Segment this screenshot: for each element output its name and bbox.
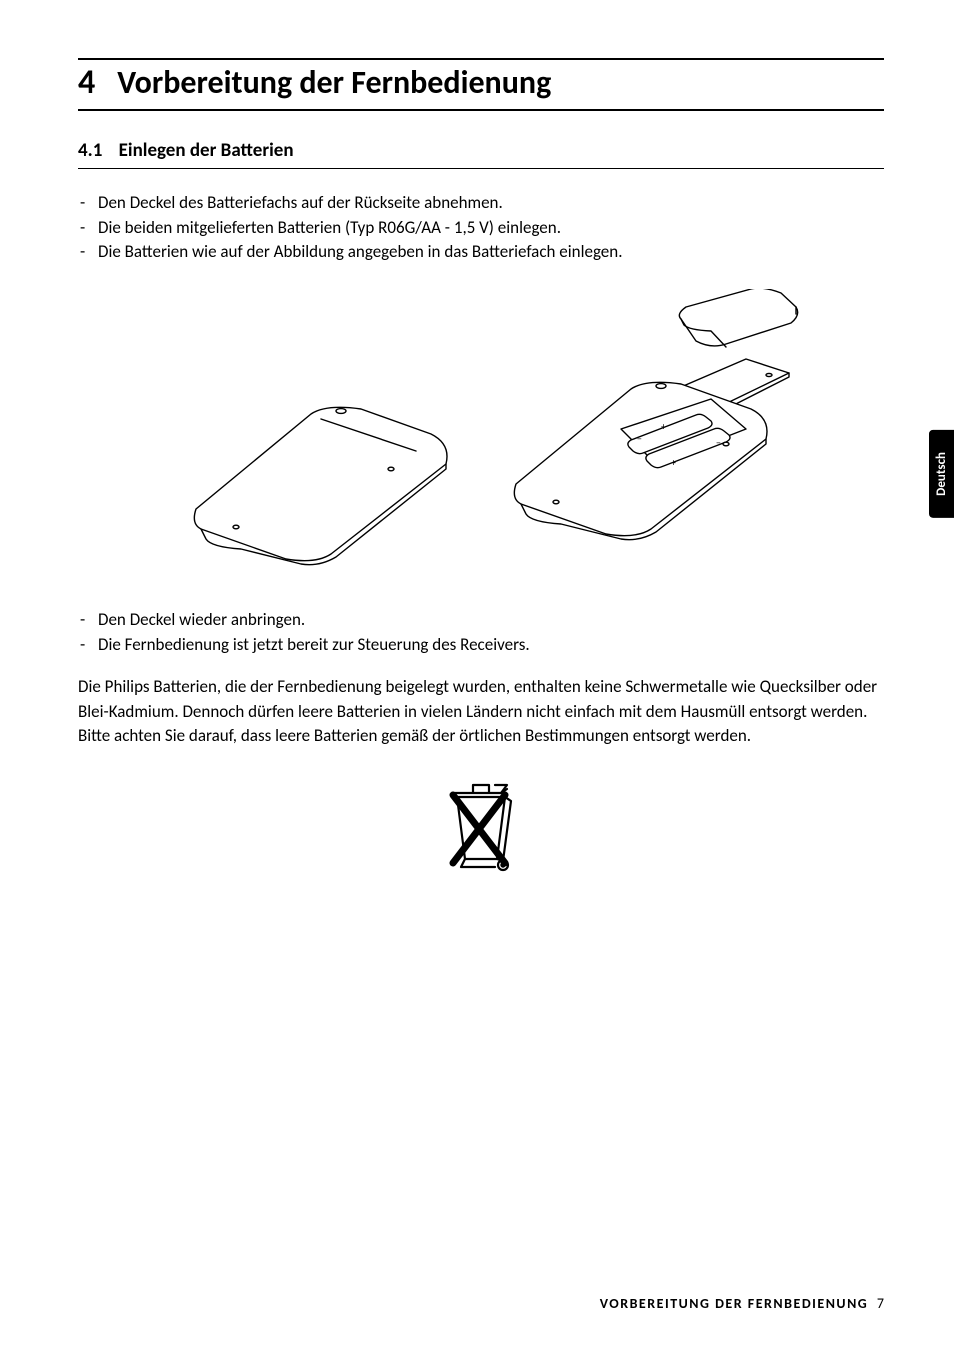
svg-text:+: + [671, 456, 676, 469]
list-item: Die Fernbedienung ist jetzt bereit zur S… [80, 633, 884, 658]
section-heading: 4.1 Einlegen der Batterien [78, 139, 884, 169]
footer-label: VORBEREITUNG DER FERNBEDIENUNG [600, 1295, 868, 1312]
chapter-heading: 4 Vorbereitung der Fernbedienung [78, 58, 884, 111]
chapter-title-text: Vorbereitung der Fernbedienung [117, 63, 551, 102]
language-tab: Deutsch [929, 430, 954, 518]
remote-illustration: + − − + [78, 289, 884, 574]
page-number: 7 [877, 1295, 884, 1312]
svg-text:−: − [637, 432, 642, 445]
list-item: Die Batterien wie auf der Abbildung ange… [80, 240, 884, 265]
svg-text:−: − [716, 436, 721, 449]
section-number: 4.1 [78, 139, 102, 162]
list-item: Den Deckel wieder anbringen. [80, 608, 884, 633]
no-dispose-icon [78, 775, 884, 880]
section-title-text: Einlegen der Batterien [119, 139, 294, 162]
chapter-number: 4 [78, 62, 95, 103]
disposal-paragraph: Die Philips Batterien, die der Fernbedie… [78, 675, 884, 749]
instruction-list-1: Den Deckel des Batteriefachs auf der Rüc… [78, 191, 884, 265]
page-footer: VORBEREITUNG DER FERNBEDIENUNG 7 [600, 1295, 884, 1312]
list-item: Die beiden mitgelieferten Batterien (Typ… [80, 216, 884, 241]
list-item: Den Deckel des Batteriefachs auf der Rüc… [80, 191, 884, 216]
instruction-list-2: Den Deckel wieder anbringen. Die Fernbed… [78, 608, 884, 657]
svg-text:+: + [661, 420, 666, 433]
